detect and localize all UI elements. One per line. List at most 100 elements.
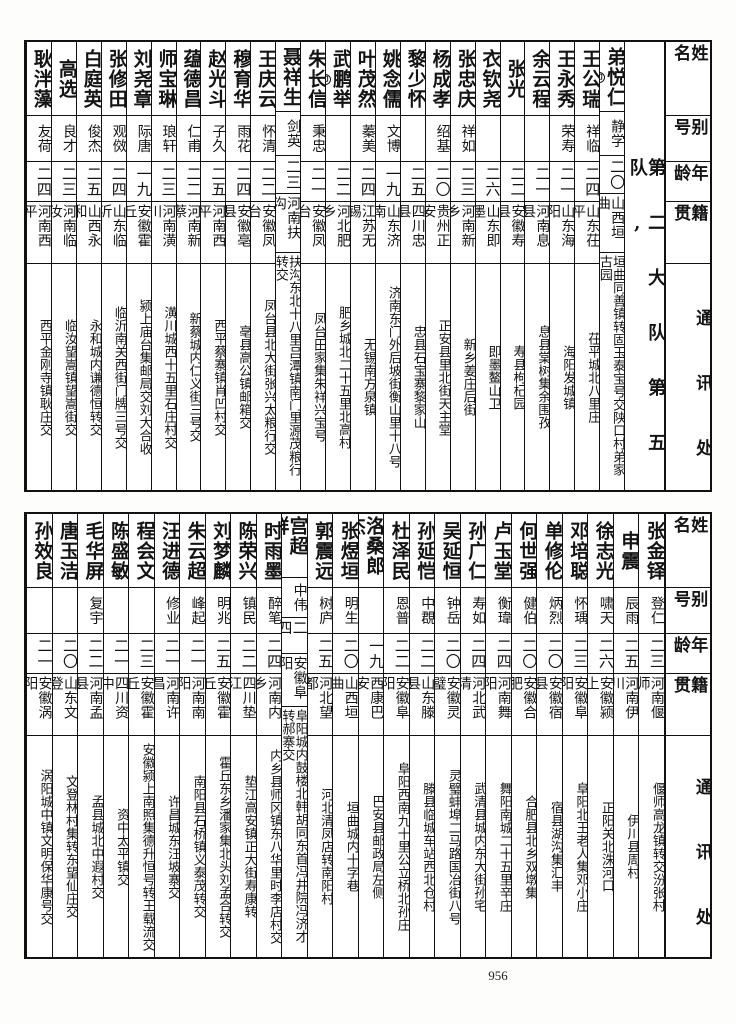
entry-age: 二〇: [333, 634, 358, 674]
entry-address: 垣曲同善镇转固玉泰宝号交陕口村弟家古园: [600, 254, 625, 476]
entry-alias: 明生: [333, 588, 358, 634]
roster-entry-column: 张金铎 登仁 二三 河南偃师 偃师高龙镇转交汾张村: [638, 514, 664, 957]
entry-alias: [129, 588, 154, 634]
entry-address: 偃师高龙镇转交汾张村: [649, 781, 664, 912]
roster-entry-column: 武鹏举印二二河北肥乡肥乡城北二十五里北高村: [325, 42, 350, 490]
entry-native-place: 河南舞阳: [486, 674, 511, 736]
entry-name: 刘梦麟: [205, 514, 231, 588]
entry-age: 二六: [588, 634, 613, 674]
entry-native-place: 山西永和: [76, 202, 101, 264]
row-header-age: 年 龄: [665, 634, 710, 674]
entry-alias: 祥临: [575, 116, 600, 162]
entry-name: 高选: [51, 42, 76, 116]
entry-name: 毛华屏: [78, 514, 103, 588]
roster-entry-column: 陈盛敏 二一 四川资中 资中太平镇交: [102, 514, 129, 957]
entry-address: 安徽颍上南照集德升恒号转王载流交: [139, 742, 154, 951]
entry-name: 卢玉堂: [486, 514, 511, 588]
entry-name: 孙效良: [27, 514, 52, 588]
roster-entry-column: 白庭英 俊杰 二五 山西永和 永和城内谦德恒转交: [75, 42, 101, 490]
entry-alias: 衡瑋: [486, 588, 511, 634]
entry-age: 二六: [475, 162, 500, 202]
entry-alias: 峰起: [180, 588, 205, 634]
entry-name: 郭震远: [307, 514, 333, 588]
entry-alias: 镇民: [231, 588, 256, 634]
entry-native-place: 安徽阜阳: [282, 654, 307, 708]
row-header-column: 姓 名别 号年 龄籍 贯通 讯 处: [663, 514, 710, 957]
entry-name: 刘尧章: [126, 42, 151, 116]
entry-age: 二一: [525, 162, 550, 202]
entry-native-place: 山东即墨: [475, 202, 500, 264]
entry-name: 单修伦: [537, 514, 562, 588]
entry-age: 二四: [460, 634, 486, 674]
entry-name: 耿泮藻: [27, 42, 51, 116]
entry-native-place: 河南西平: [201, 202, 226, 264]
entry-alias: 健伯: [511, 588, 537, 634]
entry-alias: 树庐: [307, 588, 333, 634]
entry-alias: 怀瑀: [562, 588, 588, 634]
entry-name: 聂祥生: [276, 42, 301, 113]
entry-address: 潢川城西十五里石庄村交: [161, 305, 176, 449]
entry-native-place: 河南扶沟: [276, 194, 301, 253]
entry-age: 二四: [101, 162, 126, 202]
entry-native-place: 河南孟县: [78, 674, 103, 736]
roster-entry-column: 徐志光 啸天 二六 安徽颍上 正阳关北洙河口: [587, 514, 613, 957]
entry-age: 二一: [103, 634, 129, 674]
entry-alias: 恩普: [384, 588, 409, 634]
entry-address: 无锡南方泉镇: [360, 338, 375, 416]
entry-alias: 绍基: [425, 116, 450, 162]
roster-entry-column: 张修田 观傚 二四 山东临沂 临沂南关西街门牌三号交: [100, 42, 126, 490]
entry-address: 内乡县师冈镇东八华里时李店村交: [267, 749, 282, 944]
entry-age: 二五: [613, 634, 639, 674]
entry-name: 王庆云: [251, 42, 276, 116]
entry-native-place: 安徽阜阳: [562, 674, 588, 736]
entry-alias: 荣寿: [550, 116, 575, 162]
entry-alias: [475, 116, 500, 162]
entry-alias: 修业: [154, 588, 180, 634]
entry-age: 二四: [27, 162, 51, 202]
entry-address: 滕县临城车站西北仓村: [420, 781, 435, 912]
entry-alias: 剑英: [276, 112, 301, 156]
entry-name: 孙广仁: [460, 514, 486, 588]
roster-entry-column: 陈荣兴 镇民 二二 四川垫江 垫江高安镇正大街寿康转: [230, 514, 256, 957]
entry-native-place: 四川忠县: [400, 202, 425, 264]
entry-age: 二二: [384, 634, 409, 674]
entry-age: 二五: [76, 162, 101, 202]
entry-address: 正安县里北街天主堂: [435, 318, 450, 436]
entry-alias: 际唐: [126, 116, 151, 162]
entry-native-place: 河南临汝: [51, 202, 76, 264]
entry-name: 弟悦仁印: [600, 42, 625, 113]
entry-native-place: 山东滕县: [409, 674, 435, 736]
entry-native-place: 山东济南: [375, 202, 400, 264]
entry-native-place: 安徽灵璧: [435, 674, 460, 736]
entry-age: 二〇: [537, 634, 562, 674]
roster-entry-column: 姚念儒 文博 一九 山东济南 济南东门外后坡街衡山里十八号: [374, 42, 400, 490]
entry-name: 吴延恒: [435, 514, 460, 588]
entry-address: 肥乡城北二十五里北高村: [335, 305, 350, 449]
roster-entry-column: 叶茂然 蓁美 二四 江苏无锡 无锡南方泉镇: [349, 42, 375, 490]
entry-address: 新蔡城内仁义街三号交: [186, 312, 201, 442]
roster-entry-column: 刘尧章 际唐 一九 安徽霍丘 颍上庙台集邮局交刘大合收: [125, 42, 151, 490]
entry-age: 二二: [326, 162, 350, 202]
entry-address: 息县棠树集余围孜: [535, 325, 550, 429]
roster-entry-column: 张光 二二 安徽寿县 寿县枸杞园: [499, 42, 525, 490]
entry-age: 二五: [307, 634, 333, 674]
entry-age: 二一: [27, 634, 52, 674]
entry-address: 临沂南关西街门牌三号交: [111, 305, 126, 449]
entry-address: 灵璧蚌埠二马路国冶街八号: [445, 768, 460, 925]
entry-address: 凤台县北大街张兴太粮行交: [261, 299, 276, 455]
entry-native-place: 安徽凤台: [301, 202, 326, 264]
entry-age: 二一: [180, 634, 205, 674]
entry-native-place: 河南伊川: [613, 674, 639, 736]
entry-alias: 良才: [51, 116, 76, 162]
entry-age: 二〇: [511, 634, 537, 674]
entry-age: 二三: [450, 162, 475, 202]
roster-entry-column: 毛华屏 复宇 二二 河南孟县 孟县城北中遐村交: [77, 514, 103, 957]
entry-alias: 雨花: [226, 116, 251, 162]
entry-name: 师宝琳: [151, 42, 176, 116]
roster-table-bottom: 孙效良 二一 安徽涡阳 涡阳城中镇文明保华康号交 唐玉洁 二〇 山东文登 文登林村集转东望仙庄…: [24, 512, 712, 959]
roster-entry-column: 耿泮藻 友荷 二四 河南西平 西平金刚寺镇耿庄交: [26, 42, 51, 490]
roster-entry-column: 杜泽民 恩普 二二 安徽阜阳 阜阳西南九十里公立桥北孙庄: [383, 514, 409, 957]
entry-native-place: 山西垣曲: [600, 194, 625, 253]
entry-address: 宿县湖沟集汇丰: [547, 801, 562, 892]
entry-age: 二五: [400, 162, 425, 202]
